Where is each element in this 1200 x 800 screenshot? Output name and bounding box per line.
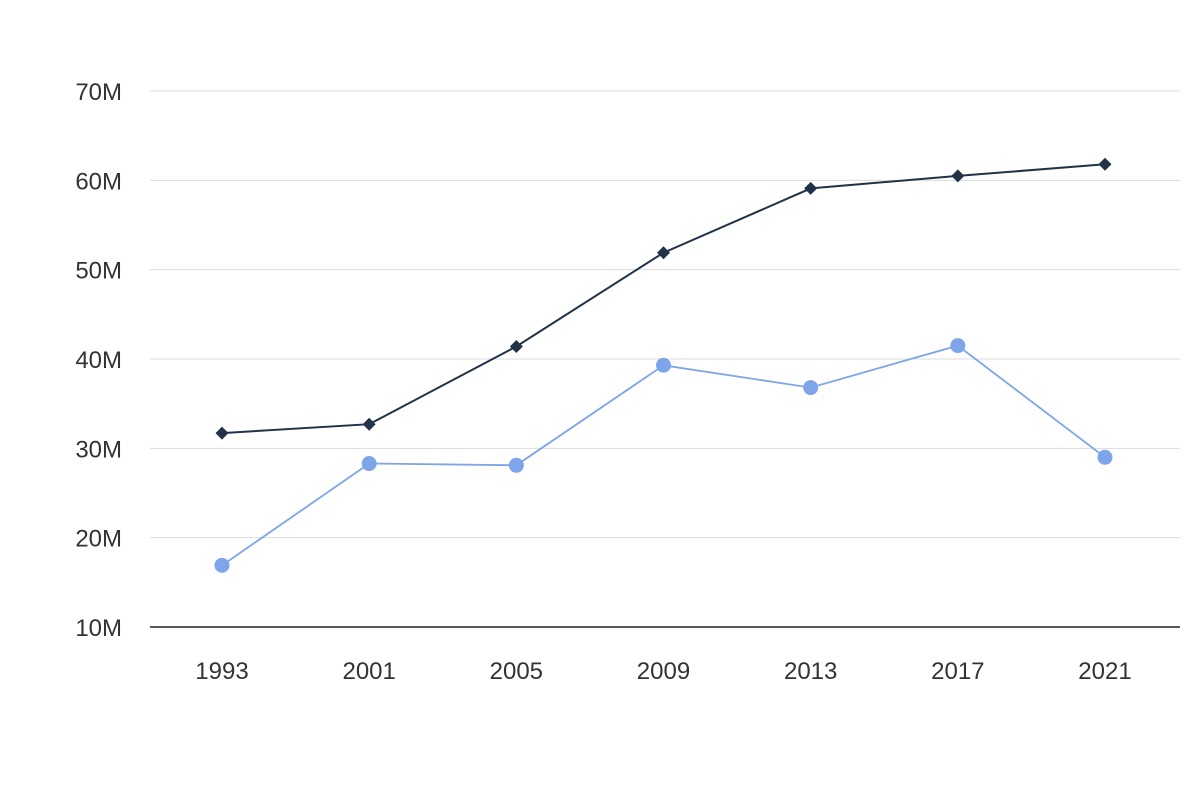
x-tick-label: 2017 — [931, 658, 984, 685]
series-line — [221, 344, 1106, 567]
data-point — [361, 456, 377, 472]
data-point — [803, 380, 819, 396]
y-tick-label: 50M — [75, 258, 122, 285]
data-point — [657, 246, 670, 260]
data-point — [215, 426, 229, 440]
x-tick-label: 2013 — [784, 658, 837, 685]
y-tick-label: 10M — [75, 615, 122, 642]
x-tick-label: 2005 — [490, 658, 543, 685]
x-tick-label: 1993 — [195, 658, 248, 685]
x-tick-label: 2001 — [342, 658, 395, 685]
series-group — [214, 157, 1113, 573]
data-point — [1098, 157, 1112, 171]
y-tick-label: 40M — [75, 347, 122, 374]
x-tick-label: 2009 — [637, 658, 690, 685]
data-point — [509, 339, 523, 353]
data-point — [656, 357, 671, 373]
data-point — [362, 417, 376, 431]
y-axis-ticks: 10M 20M 30M 40M 50M 60M 70M — [75, 79, 122, 642]
data-point — [950, 338, 966, 354]
data-point — [804, 181, 818, 195]
y-tick-label: 20M — [75, 526, 122, 553]
data-point — [951, 169, 965, 183]
series-line — [221, 163, 1106, 435]
data-point — [214, 557, 230, 573]
gridlines — [150, 90, 1180, 539]
y-tick-label: 30M — [75, 436, 122, 463]
y-tick-label: 60M — [75, 168, 122, 195]
data-point — [508, 457, 524, 473]
series-1 — [215, 157, 1112, 440]
x-axis-ticks: 1993 2001 2005 2009 2013 2017 2021 — [195, 658, 1131, 685]
series-2 — [214, 338, 1113, 573]
y-tick-label: 70M — [75, 79, 122, 106]
data-point — [1097, 449, 1113, 465]
x-tick-label: 2021 — [1078, 658, 1131, 685]
